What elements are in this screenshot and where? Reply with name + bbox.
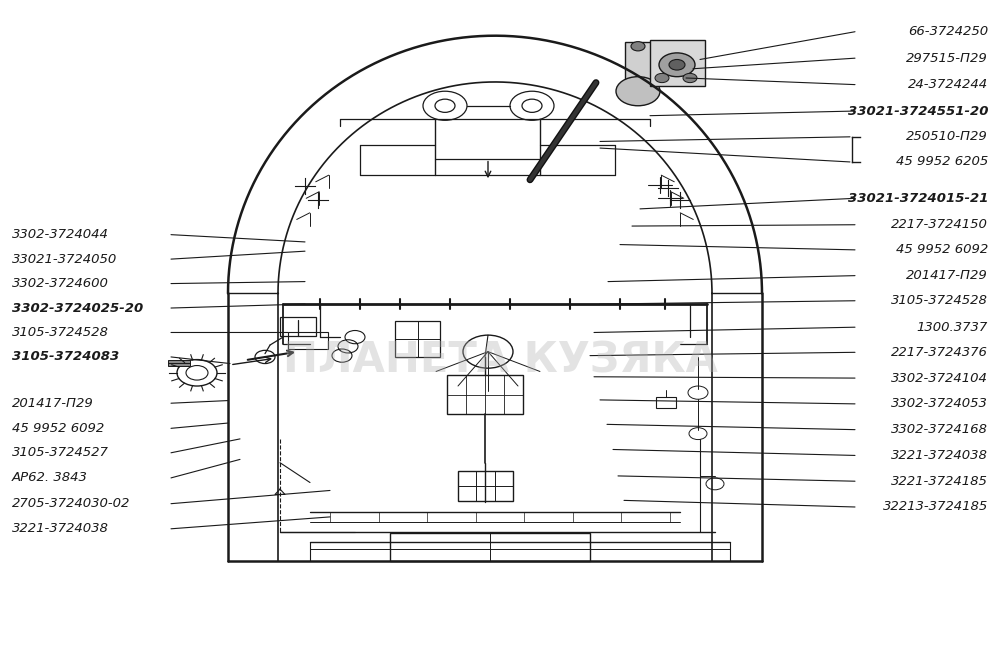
Text: 45 9952 6205: 45 9952 6205 <box>896 155 988 169</box>
Text: 3105-3724083: 3105-3724083 <box>12 350 119 364</box>
Text: 3302-3724168: 3302-3724168 <box>891 423 988 436</box>
Text: ПЛАНЕТА КУЗЯКА: ПЛАНЕТА КУЗЯКА <box>283 339 717 381</box>
Text: 2217-3724376: 2217-3724376 <box>891 346 988 359</box>
Bar <box>656 397 676 408</box>
Text: 3302-3724053: 3302-3724053 <box>891 397 988 410</box>
Text: 3221-3724038: 3221-3724038 <box>891 449 988 462</box>
Bar <box>447 375 523 414</box>
Text: 2217-3724150: 2217-3724150 <box>891 218 988 231</box>
Bar <box>625 42 651 85</box>
Text: 3302-3724025-20: 3302-3724025-20 <box>12 301 143 315</box>
Text: 3105-3724527: 3105-3724527 <box>12 446 109 459</box>
Circle shape <box>659 53 695 77</box>
Text: 45 9952 6092: 45 9952 6092 <box>12 422 104 435</box>
Text: 32213-3724185: 32213-3724185 <box>883 500 988 514</box>
Bar <box>390 533 590 561</box>
Text: 201417-П29: 201417-П29 <box>906 269 988 282</box>
Text: 3105-3724528: 3105-3724528 <box>891 294 988 307</box>
Circle shape <box>616 77 660 106</box>
Text: 250510-П29: 250510-П29 <box>906 130 988 143</box>
Text: 201417-П29: 201417-П29 <box>12 397 94 410</box>
Text: 3221-3724038: 3221-3724038 <box>12 522 109 535</box>
Text: 3302-3724600: 3302-3724600 <box>12 277 109 290</box>
Text: 33021-3724050: 33021-3724050 <box>12 253 117 266</box>
Text: АР62. 3843: АР62. 3843 <box>12 471 88 485</box>
Text: 1300.3737: 1300.3737 <box>917 321 988 334</box>
Bar <box>395 321 440 357</box>
Bar <box>288 332 328 349</box>
Text: 33021-3724015-21: 33021-3724015-21 <box>848 192 988 205</box>
Text: 33021-3724551-20: 33021-3724551-20 <box>848 104 988 118</box>
Text: 66-3724250: 66-3724250 <box>908 25 988 38</box>
Bar <box>280 317 316 336</box>
Circle shape <box>631 42 645 51</box>
Circle shape <box>683 73 697 83</box>
Bar <box>168 360 190 366</box>
Bar <box>650 40 705 86</box>
Text: 3302-3724044: 3302-3724044 <box>12 228 109 241</box>
Text: 3105-3724528: 3105-3724528 <box>12 326 109 339</box>
Text: 3302-3724104: 3302-3724104 <box>891 371 988 385</box>
Text: 24-3724244: 24-3724244 <box>908 78 988 91</box>
Text: 2705-3724030-02: 2705-3724030-02 <box>12 497 130 510</box>
Text: 3221-3724185: 3221-3724185 <box>891 475 988 488</box>
Bar <box>458 471 513 501</box>
Circle shape <box>669 59 685 70</box>
Text: 45 9952 6092: 45 9952 6092 <box>896 243 988 256</box>
Text: 297515-П29: 297515-П29 <box>906 52 988 65</box>
Circle shape <box>655 73 669 83</box>
